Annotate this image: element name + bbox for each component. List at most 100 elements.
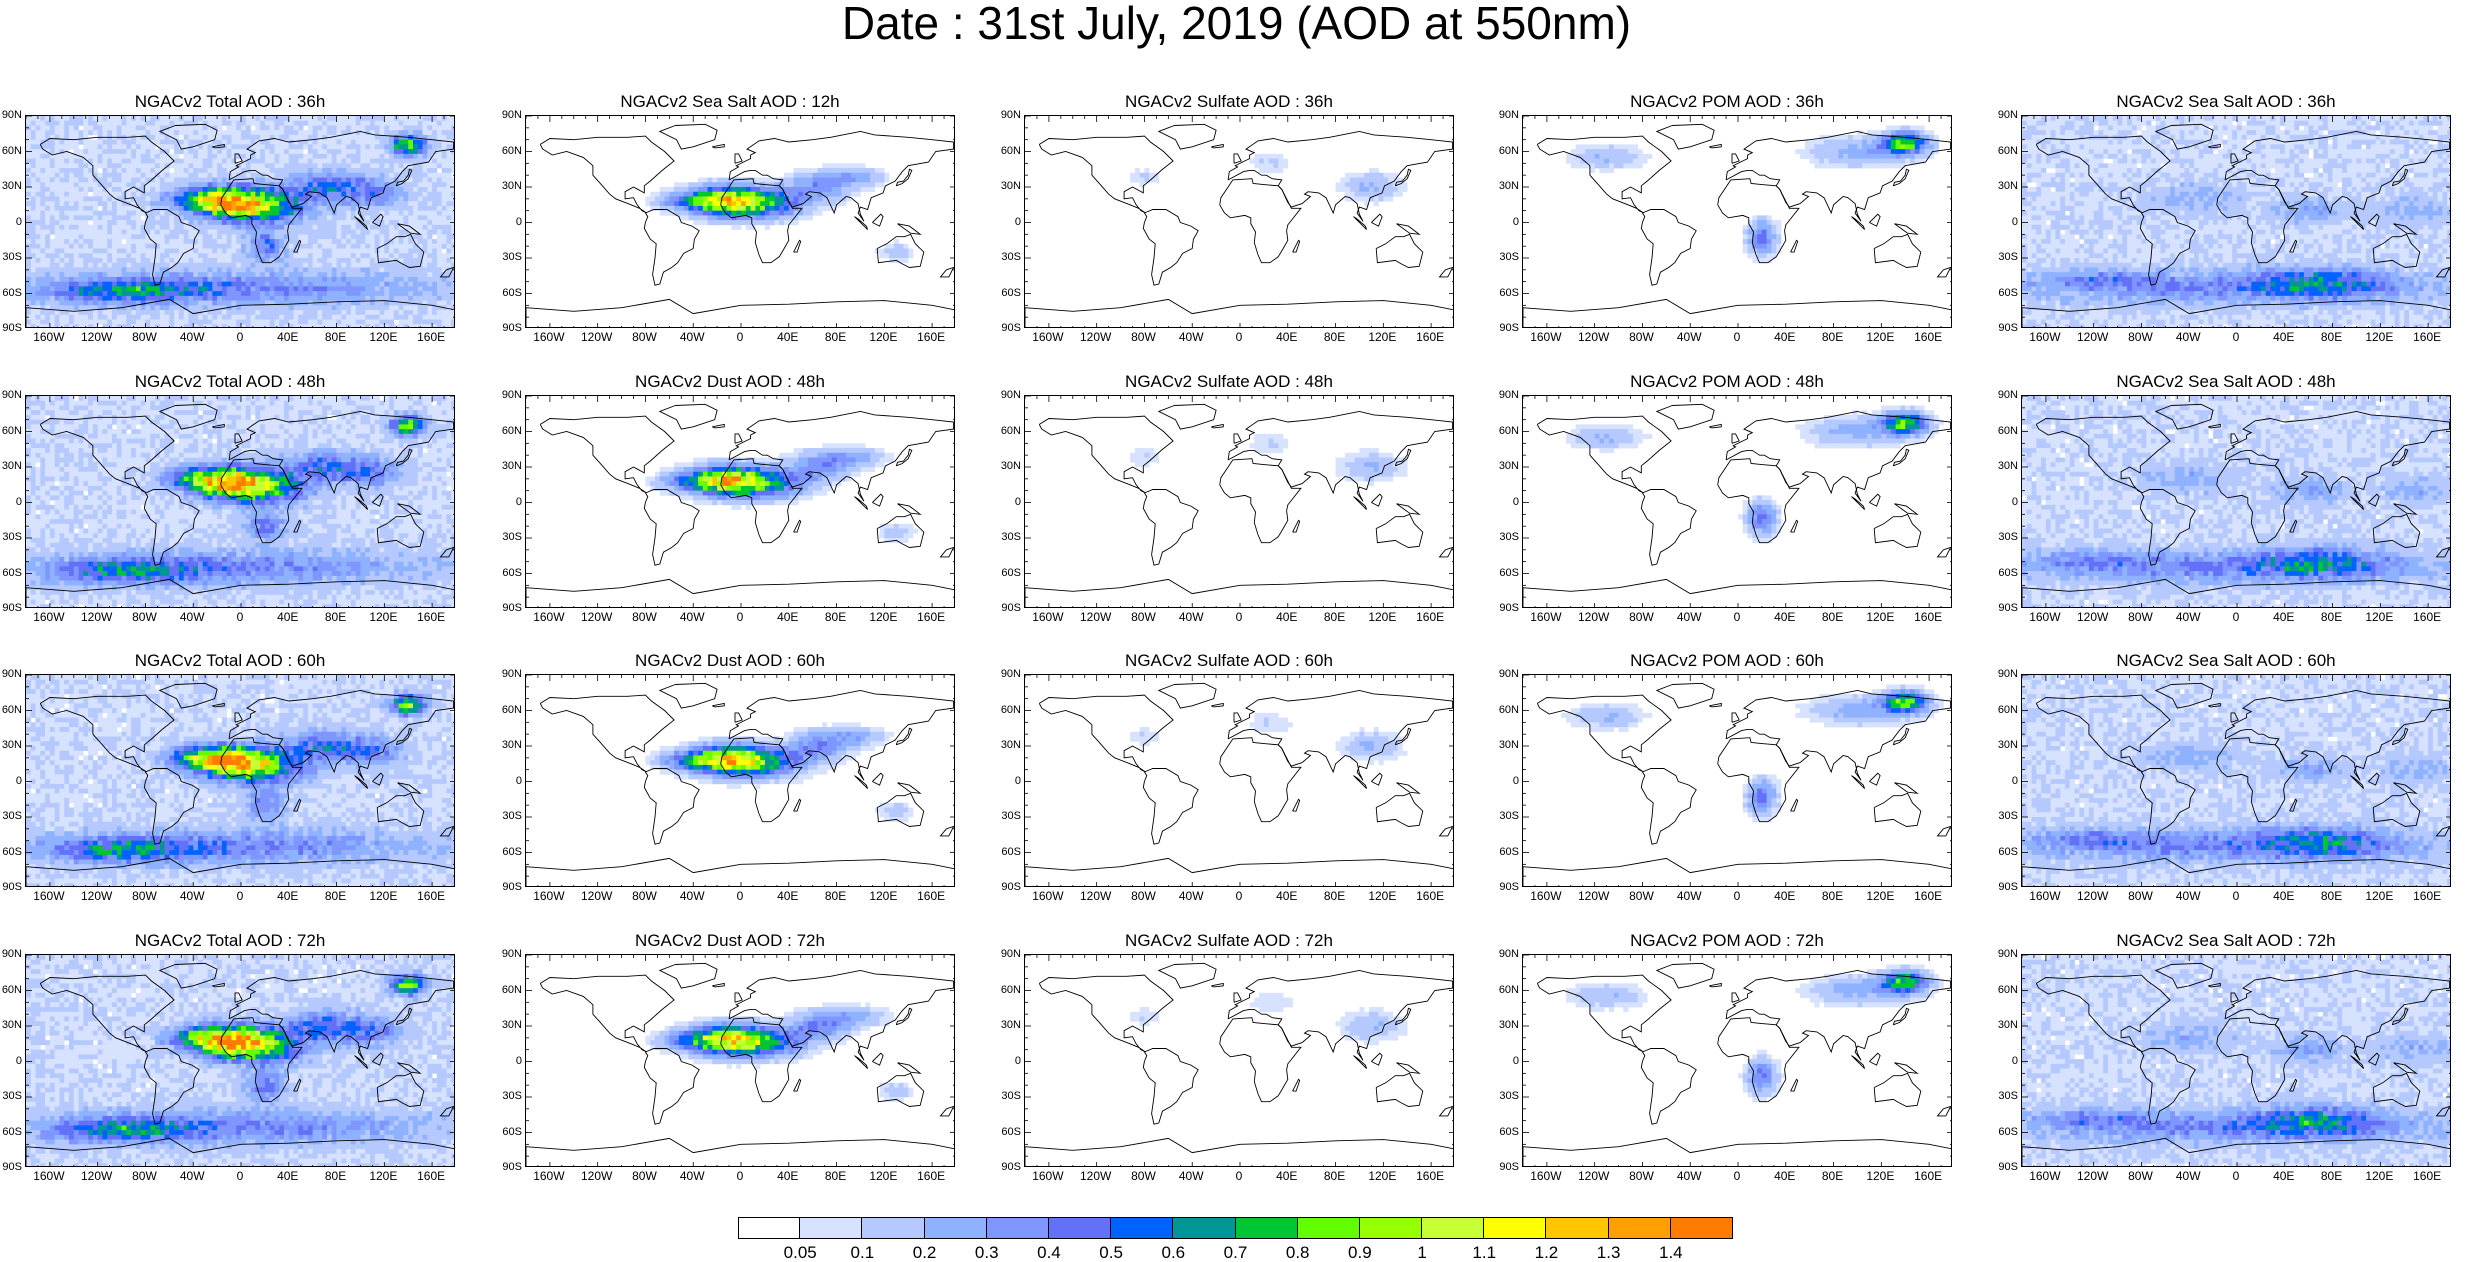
lon-tick-label: 120E: [1866, 330, 1894, 344]
lat-tick-label: 90S: [999, 881, 1021, 893]
lon-tick-label: 120E: [369, 1169, 397, 1183]
aod-field: [1566, 405, 1944, 543]
world-map: [2022, 675, 2451, 887]
lon-tick-label: 160E: [1416, 889, 1444, 903]
aod-field: [26, 955, 455, 1167]
lat-tick-label: 60S: [1996, 846, 2018, 858]
map-plot: [25, 115, 455, 328]
lon-tick-label: 0: [237, 889, 244, 903]
panel-title: NGACv2 POM AOD : 36h: [1497, 92, 1957, 112]
map-plot: [2021, 674, 2451, 887]
lat-tick-label: 90N: [999, 389, 1021, 401]
aod-field: [645, 722, 913, 822]
lon-tick-label: 40E: [2273, 330, 2294, 344]
lon-tick-label: 80W: [1131, 610, 1156, 624]
lon-tick-label: 120E: [869, 330, 897, 344]
lon-tick-label: 40W: [180, 889, 205, 903]
lon-tick-label: 120W: [581, 610, 612, 624]
lon-tick-label: 120E: [1368, 330, 1396, 344]
lon-tick-label: 80E: [1324, 1169, 1345, 1183]
lon-tick-label: 40W: [1677, 889, 1702, 903]
lat-tick-label: 90S: [0, 1161, 22, 1173]
colorbar: [738, 1217, 1733, 1239]
lat-tick-label: 60S: [1497, 287, 1519, 299]
lon-tick-label: 40E: [777, 330, 798, 344]
colorbar-swatch: [1671, 1217, 1733, 1239]
lon-tick-label: 120W: [81, 610, 112, 624]
lon-tick-label: 0: [1236, 889, 1243, 903]
lon-tick-label: 160W: [2029, 610, 2060, 624]
lat-tick-label: 60N: [500, 704, 522, 716]
colorbar-label: 0.9: [1348, 1244, 1372, 1261]
lon-tick-label: 80W: [632, 610, 657, 624]
lat-tick-label: 90S: [0, 602, 22, 614]
lon-tick-label: 80E: [825, 330, 846, 344]
lon-tick-label: 80E: [825, 1169, 846, 1183]
lon-tick-label: 80E: [1822, 889, 1843, 903]
lon-tick-label: 40W: [1677, 330, 1702, 344]
lon-tick-label: 80W: [132, 889, 157, 903]
colorbar-swatch: [1236, 1217, 1298, 1239]
lon-tick-label: 120E: [2365, 330, 2393, 344]
lon-tick-label: 160W: [33, 610, 64, 624]
panel-title: NGACv2 Sea Salt AOD : 72h: [1996, 931, 2456, 951]
lat-tick-label: 60S: [1497, 1126, 1519, 1138]
world-map: [1025, 955, 1454, 1167]
lat-tick-label: 90N: [0, 389, 22, 401]
lat-tick-label: 60N: [1996, 984, 2018, 996]
map-plot: [1024, 115, 1454, 328]
lon-tick-label: 40E: [277, 1169, 298, 1183]
map-plot: [1024, 674, 1454, 887]
lon-tick-label: 80E: [1324, 889, 1345, 903]
lat-tick-label: 30N: [1497, 1019, 1519, 1031]
lat-tick-label: 30S: [999, 1090, 1021, 1102]
lon-tick-label: 0: [737, 889, 744, 903]
lon-tick-label: 0: [2233, 889, 2240, 903]
lon-tick-label: 80E: [325, 610, 346, 624]
lat-tick-label: 90S: [1497, 1161, 1519, 1173]
aod-field: [26, 396, 455, 608]
lon-tick-label: 120E: [1368, 610, 1396, 624]
lon-tick-label: 160E: [417, 889, 445, 903]
panel-title: NGACv2 Sulfate AOD : 72h: [999, 931, 1459, 951]
lon-tick-label: 120W: [1578, 1169, 1609, 1183]
colorbar-swatch: [1049, 1217, 1111, 1239]
lat-tick-label: 60N: [500, 145, 522, 157]
panel-title: NGACv2 Dust AOD : 48h: [500, 372, 960, 392]
lat-tick-label: 90S: [999, 1161, 1021, 1173]
lon-tick-label: 120E: [869, 889, 897, 903]
axis-ticks: [1025, 955, 1454, 1167]
lon-tick-label: 40E: [1276, 1169, 1297, 1183]
map-plot: [1522, 674, 1952, 887]
world-map: [1025, 396, 1454, 608]
lon-tick-label: 120W: [581, 330, 612, 344]
lat-tick-label: 90N: [500, 389, 522, 401]
lon-tick-label: 160W: [1530, 1169, 1561, 1183]
world-map: [26, 396, 455, 608]
lon-tick-label: 40W: [180, 610, 205, 624]
lat-tick-label: 90N: [500, 948, 522, 960]
panel-title: NGACv2 Sea Salt AOD : 12h: [500, 92, 960, 112]
lon-tick-label: 160E: [1914, 1169, 1942, 1183]
lat-tick-label: 30N: [500, 180, 522, 192]
lon-tick-label: 40E: [777, 610, 798, 624]
lat-tick-label: 60S: [0, 1126, 22, 1138]
lat-tick-label: 60S: [500, 1126, 522, 1138]
lon-tick-label: 40E: [277, 610, 298, 624]
lon-tick-label: 160E: [417, 1169, 445, 1183]
lat-tick-label: 60N: [1996, 704, 2018, 716]
lat-tick-label: 90N: [0, 109, 22, 121]
lon-tick-label: 80E: [2321, 889, 2342, 903]
lon-tick-label: 80W: [1629, 1169, 1654, 1183]
panel-title: NGACv2 Sulfate AOD : 36h: [999, 92, 1459, 112]
lat-tick-label: 30S: [500, 810, 522, 822]
lon-tick-label: 120W: [2077, 610, 2108, 624]
colorbar-swatch: [862, 1217, 924, 1239]
lon-tick-label: 40W: [2176, 330, 2201, 344]
lon-tick-label: 160E: [417, 330, 445, 344]
lon-tick-label: 40E: [1276, 330, 1297, 344]
